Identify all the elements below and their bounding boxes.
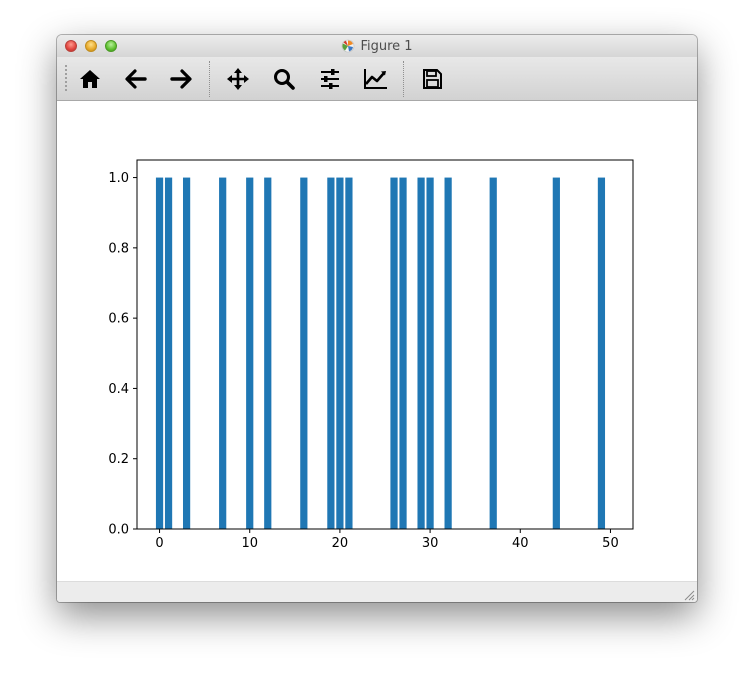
y-tick-label: 1.0 (108, 171, 129, 186)
figure-canvas[interactable]: 0 10 20 30 40 50 0.0 0.2 0.4 0.6 0.8 1.0 (57, 101, 697, 581)
arrow-left-icon (125, 69, 147, 89)
x-tick-label: 0 (155, 536, 163, 551)
floppy-disk-icon (423, 69, 442, 89)
save-button[interactable] (418, 65, 446, 93)
bar (444, 177, 452, 529)
x-tick-label: 20 (332, 536, 349, 551)
minimize-window-button[interactable] (85, 40, 97, 52)
y-tick-label: 0.6 (108, 312, 129, 327)
home-button[interactable] (76, 65, 104, 93)
x-tick-label: 50 (602, 536, 619, 551)
y-tick-label: 0.4 (108, 382, 129, 397)
bar-chart: 0 10 20 30 40 50 0.0 0.2 0.4 0.6 0.8 1.0 (108, 159, 634, 551)
pan-button[interactable] (224, 65, 252, 93)
bar (390, 177, 398, 529)
bar (155, 177, 164, 529)
bar (246, 177, 254, 529)
zoom-button[interactable] (270, 65, 298, 93)
status-bar (57, 581, 697, 602)
plot-frame (136, 159, 634, 530)
back-button[interactable] (122, 65, 150, 93)
line-chart-icon (364, 69, 387, 89)
navigation-toolbar (57, 57, 697, 101)
bar (182, 177, 191, 529)
home-icon (80, 70, 100, 88)
y-tick-label: 0.0 (108, 523, 129, 538)
resize-grip-icon[interactable] (684, 590, 695, 601)
x-tick-label: 10 (241, 536, 258, 551)
bar (164, 177, 173, 529)
bar (597, 177, 606, 529)
bar (552, 177, 560, 529)
forward-button[interactable] (167, 65, 195, 93)
y-tick-label: 0.2 (108, 452, 129, 467)
magnifier-icon (274, 69, 295, 90)
bar (327, 177, 335, 529)
edit-axes-button[interactable] (362, 65, 390, 93)
bar (300, 177, 308, 529)
title-bar[interactable]: Figure 1 (57, 35, 697, 57)
configure-subplots-button[interactable] (316, 65, 344, 93)
move-arrows-icon (227, 68, 249, 90)
x-tick-label: 40 (512, 536, 529, 551)
x-tick-label: 30 (422, 536, 439, 551)
close-window-button[interactable] (65, 40, 77, 52)
figure-window: Figure 1 (57, 35, 697, 602)
window-title: Figure 1 (360, 38, 413, 54)
toolbar-grip[interactable] (64, 64, 68, 92)
zoom-window-button[interactable] (105, 40, 117, 52)
bar (264, 177, 272, 529)
bar (426, 177, 434, 529)
matplotlib-app-icon (342, 39, 355, 53)
bar (399, 177, 407, 529)
arrow-right-icon (170, 69, 192, 89)
toolbar-separator (403, 61, 404, 97)
bar (345, 177, 353, 529)
sliders-icon (321, 69, 339, 89)
toolbar-separator (209, 61, 210, 97)
bar (336, 177, 344, 529)
y-tick-label: 0.8 (108, 241, 129, 256)
bar (417, 177, 425, 529)
bar (489, 177, 497, 529)
bar (219, 177, 227, 529)
